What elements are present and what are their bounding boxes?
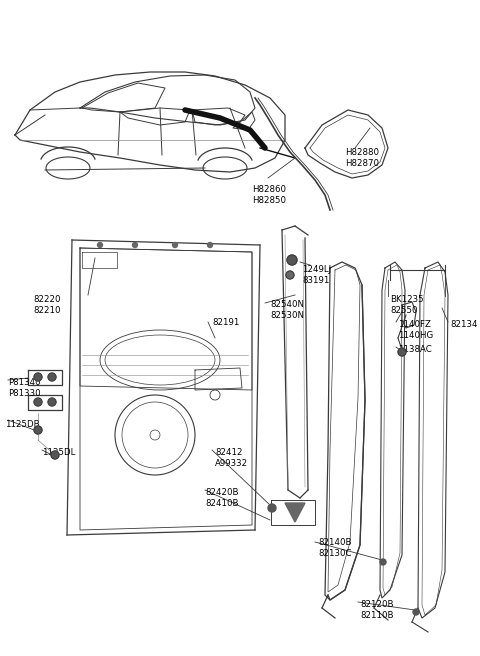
Text: 82540N
82530N: 82540N 82530N xyxy=(270,300,304,320)
Text: 82220
82210: 82220 82210 xyxy=(33,295,60,315)
Circle shape xyxy=(34,426,42,434)
Text: H82880
H82870: H82880 H82870 xyxy=(345,148,379,168)
Circle shape xyxy=(287,255,297,265)
Circle shape xyxy=(51,451,59,459)
Text: 82140B
82130C: 82140B 82130C xyxy=(318,538,351,558)
Circle shape xyxy=(132,243,137,247)
Circle shape xyxy=(48,373,56,381)
Circle shape xyxy=(268,504,276,512)
Circle shape xyxy=(207,243,213,247)
Circle shape xyxy=(48,398,56,406)
Text: 1138AC: 1138AC xyxy=(398,345,432,354)
Text: 1140FZ
1140HG: 1140FZ 1140HG xyxy=(398,320,433,340)
Text: 82412
A99332: 82412 A99332 xyxy=(215,448,248,468)
Text: 82191: 82191 xyxy=(212,318,240,327)
Circle shape xyxy=(34,373,42,381)
Circle shape xyxy=(97,243,103,247)
Circle shape xyxy=(172,243,178,247)
Text: H82860
H82850: H82860 H82850 xyxy=(252,185,286,205)
Text: 1249LJ
83191: 1249LJ 83191 xyxy=(302,265,331,285)
Text: P81340
P81330: P81340 P81330 xyxy=(8,378,41,398)
Circle shape xyxy=(413,609,419,615)
Circle shape xyxy=(286,271,294,279)
Text: 82134: 82134 xyxy=(450,320,478,329)
Circle shape xyxy=(380,559,386,565)
Circle shape xyxy=(34,398,42,406)
Polygon shape xyxy=(285,503,305,522)
Text: 1125DL: 1125DL xyxy=(42,448,75,457)
Text: 82120B
82110B: 82120B 82110B xyxy=(360,600,394,620)
Text: 1125DB: 1125DB xyxy=(5,420,40,429)
Circle shape xyxy=(398,348,406,356)
Text: 82420B
82410B: 82420B 82410B xyxy=(205,488,239,508)
Text: BK1235
82550: BK1235 82550 xyxy=(390,295,424,315)
